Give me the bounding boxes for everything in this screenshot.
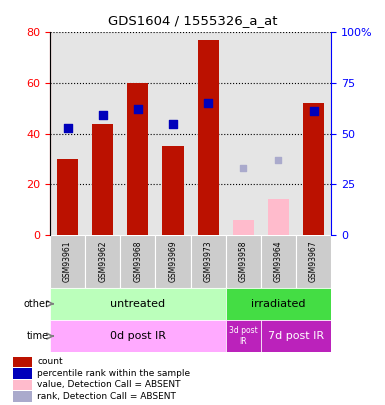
Bar [296, 32, 331, 235]
Text: untreated: untreated [110, 299, 166, 309]
Bar [226, 320, 261, 352]
Text: GSM93967: GSM93967 [309, 241, 318, 282]
Bar [226, 235, 261, 288]
Text: time: time [27, 331, 49, 341]
Point [240, 165, 246, 171]
Bar [296, 235, 331, 288]
Bar [50, 288, 226, 320]
Text: GSM93973: GSM93973 [204, 241, 213, 282]
Text: other: other [23, 299, 49, 309]
Text: GDS1604 / 1555326_a_at: GDS1604 / 1555326_a_at [108, 14, 277, 27]
Bar [261, 32, 296, 235]
Bar [127, 83, 148, 235]
Bar [50, 320, 226, 352]
Bar [13, 391, 32, 402]
Bar [57, 159, 78, 235]
Text: GSM93968: GSM93968 [133, 241, 142, 282]
Bar [261, 235, 296, 288]
Text: GSM93958: GSM93958 [239, 241, 248, 282]
Bar [50, 32, 85, 235]
Bar [156, 235, 191, 288]
Bar [156, 32, 191, 235]
Bar [92, 124, 113, 235]
Bar [226, 288, 331, 320]
Text: percentile rank within the sample: percentile rank within the sample [37, 369, 191, 378]
Bar [13, 368, 32, 379]
Point [275, 157, 281, 163]
Point [65, 124, 71, 131]
Bar [13, 356, 32, 367]
Bar [303, 103, 324, 235]
Bar [191, 32, 226, 235]
Text: 0d post IR: 0d post IR [110, 331, 166, 341]
Text: rank, Detection Call = ABSENT: rank, Detection Call = ABSENT [37, 392, 176, 401]
Bar [162, 146, 184, 235]
Text: GSM93964: GSM93964 [274, 241, 283, 282]
Point [205, 100, 211, 107]
Point [170, 120, 176, 127]
Text: GSM93961: GSM93961 [63, 241, 72, 282]
Bar [85, 235, 120, 288]
Bar [233, 220, 254, 235]
Point [135, 106, 141, 113]
Text: 7d post IR: 7d post IR [268, 331, 324, 341]
Bar [85, 32, 120, 235]
Text: GSM93962: GSM93962 [98, 241, 107, 282]
Text: 3d post
IR: 3d post IR [229, 326, 258, 346]
Bar [198, 40, 219, 235]
Point [310, 108, 316, 115]
Bar [226, 32, 261, 235]
Text: count: count [37, 357, 63, 367]
Text: value, Detection Call = ABSENT: value, Detection Call = ABSENT [37, 380, 181, 390]
Bar [13, 380, 32, 390]
Bar [121, 32, 156, 235]
Text: irradiated: irradiated [251, 299, 306, 309]
Point [100, 112, 106, 119]
Bar [261, 320, 331, 352]
Bar [121, 235, 156, 288]
Bar [191, 235, 226, 288]
Text: GSM93969: GSM93969 [169, 241, 177, 282]
Bar [268, 200, 289, 235]
Bar [50, 235, 85, 288]
